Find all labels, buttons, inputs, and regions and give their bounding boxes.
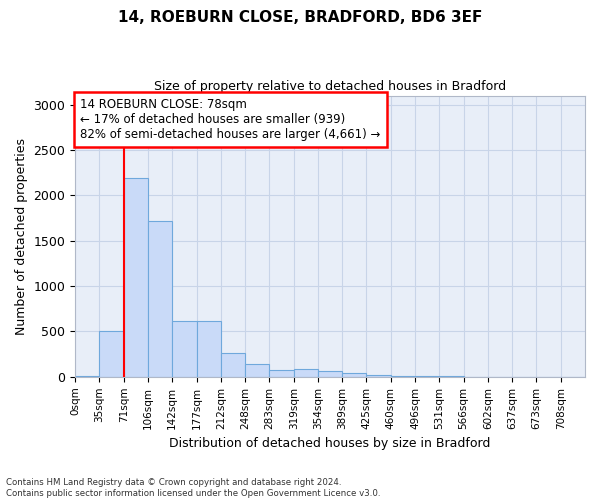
X-axis label: Distribution of detached houses by size in Bradford: Distribution of detached houses by size …	[169, 437, 491, 450]
Bar	[269, 370, 293, 377]
Bar	[342, 372, 367, 377]
Bar	[100, 330, 124, 377]
Bar	[197, 320, 221, 377]
Bar	[318, 371, 342, 377]
Title: Size of property relative to detached houses in Bradford: Size of property relative to detached ho…	[154, 80, 506, 93]
Text: 14 ROEBURN CLOSE: 78sqm
← 17% of detached houses are smaller (939)
82% of semi-d: 14 ROEBURN CLOSE: 78sqm ← 17% of detache…	[80, 98, 380, 142]
Text: Contains HM Land Registry data © Crown copyright and database right 2024.
Contai: Contains HM Land Registry data © Crown c…	[6, 478, 380, 498]
Bar	[221, 353, 245, 377]
Bar	[391, 376, 415, 377]
Bar	[124, 178, 148, 377]
Bar	[148, 221, 172, 377]
Bar	[367, 375, 391, 377]
Text: 14, ROEBURN CLOSE, BRADFORD, BD6 3EF: 14, ROEBURN CLOSE, BRADFORD, BD6 3EF	[118, 10, 482, 25]
Bar	[245, 364, 269, 377]
Bar	[293, 368, 318, 377]
Bar	[172, 320, 197, 377]
Y-axis label: Number of detached properties: Number of detached properties	[15, 138, 28, 334]
